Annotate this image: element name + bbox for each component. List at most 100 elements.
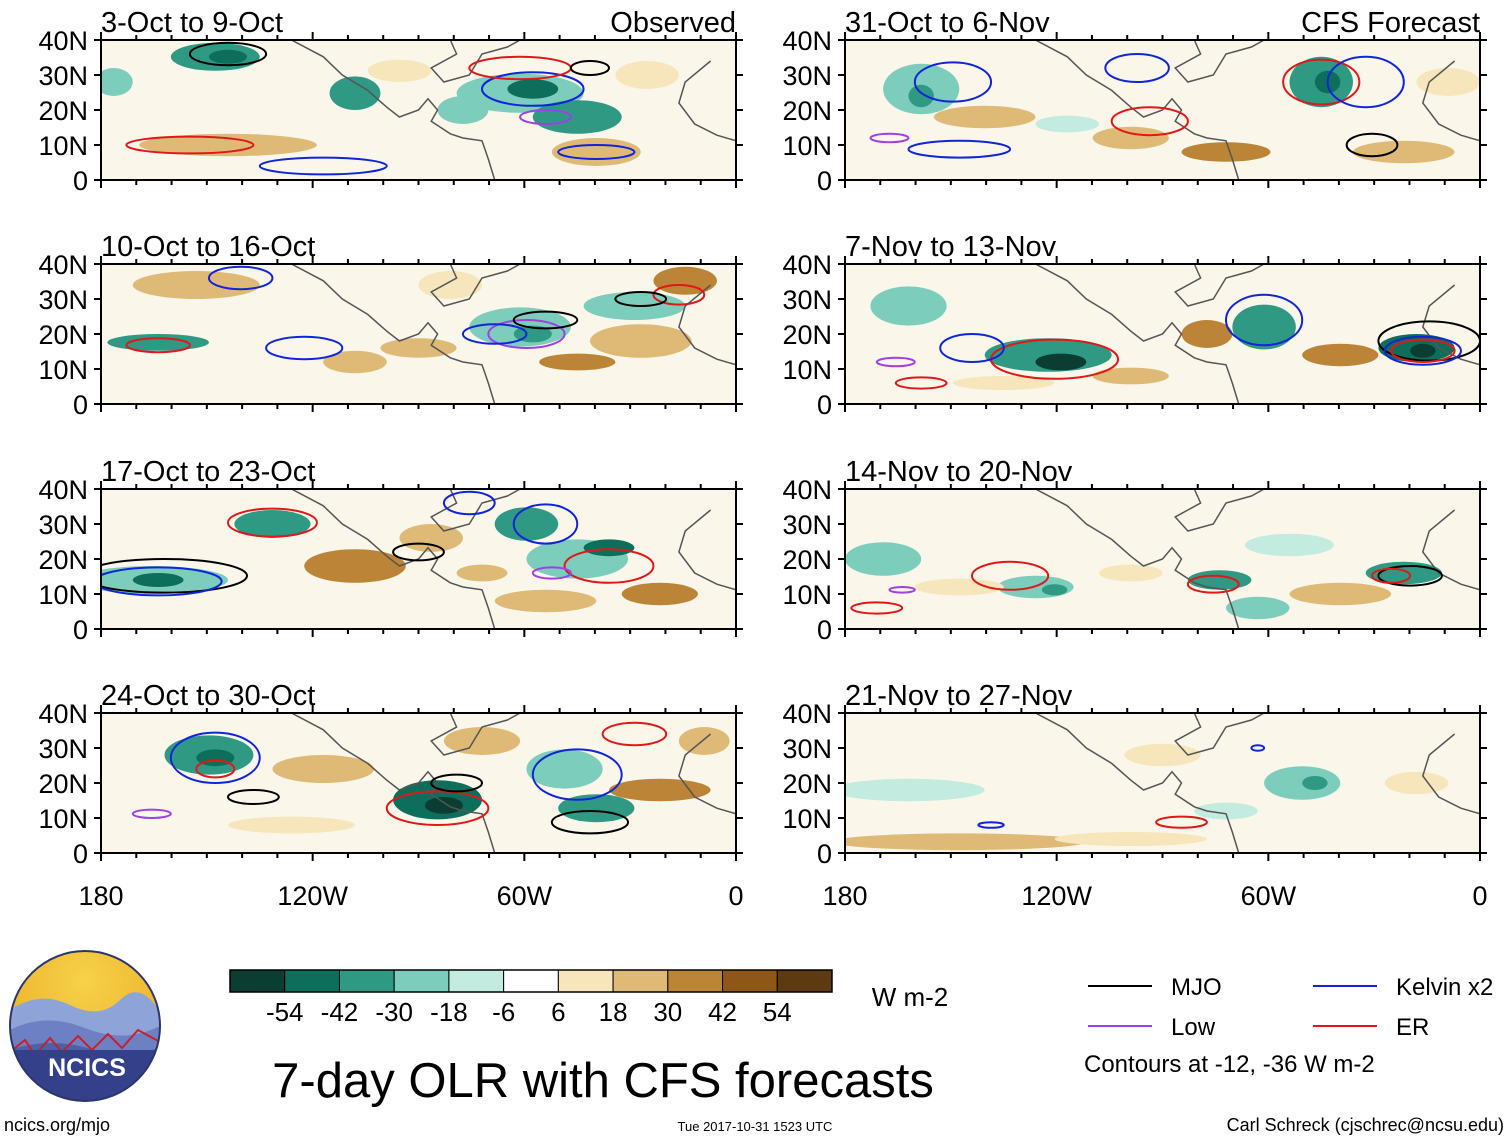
mjo-contour bbox=[101, 558, 249, 594]
colorbar-label: 30 bbox=[653, 997, 682, 1027]
olr-anomaly-blob bbox=[621, 582, 698, 606]
olr-anomaly-blob bbox=[1416, 68, 1480, 96]
kelvin-x2-contour bbox=[101, 566, 223, 597]
low-contour bbox=[888, 586, 916, 594]
er-contour bbox=[1110, 106, 1189, 137]
x-tick-label: 120W bbox=[277, 881, 348, 911]
x-tick-label: 0 bbox=[728, 881, 743, 911]
americas-coastline bbox=[1035, 489, 1240, 629]
colorbar-swatch bbox=[667, 969, 724, 993]
mjo-contour bbox=[188, 41, 268, 67]
panel-2: 40N 30N 20N 10N 0 10-Oct to 16-Oct bbox=[38, 231, 743, 420]
legend-label: MJO bbox=[1171, 974, 1222, 1001]
kelvin-x2-contour bbox=[1104, 53, 1170, 83]
americas-coastline bbox=[1035, 40, 1240, 180]
y-tick-label: 40N bbox=[782, 250, 832, 280]
kelvin-x2-contour bbox=[258, 156, 388, 176]
y-tick-label: 0 bbox=[817, 839, 832, 869]
kelvin-x2-contour bbox=[939, 333, 1005, 363]
olr-anomaly-blob bbox=[1302, 343, 1379, 367]
olr-anomaly-blob bbox=[1187, 570, 1252, 590]
low-contour bbox=[131, 808, 172, 819]
olr-anomaly-blob bbox=[539, 353, 616, 371]
mjo-contour bbox=[614, 291, 668, 307]
africa-coastline bbox=[678, 60, 736, 142]
x-tick-label: 60W bbox=[497, 881, 553, 911]
olr-anomaly-blob bbox=[1410, 343, 1436, 358]
colorbar-label: -6 bbox=[492, 997, 515, 1027]
panel-title: 17-Oct to 23-Oct bbox=[101, 456, 315, 488]
colorbar-swatch bbox=[338, 969, 395, 993]
panel-4: 40N 30N 20N 10N 0 24-Oct to 30-Oct 180 120W 60W 0 bbox=[38, 680, 743, 911]
y-tick-label: 10N bbox=[38, 131, 88, 161]
olr-anomaly-blob bbox=[329, 76, 381, 110]
olr-anomaly-blob bbox=[526, 749, 603, 789]
olr-anomaly-blob bbox=[1099, 564, 1163, 582]
olr-anomaly-blob bbox=[494, 589, 597, 613]
colorbar-swatch bbox=[612, 969, 669, 993]
mjo-contour bbox=[1345, 132, 1399, 158]
olr-anomaly-blob bbox=[1092, 126, 1169, 150]
olr-anomaly-blob bbox=[380, 338, 457, 358]
panel-field bbox=[845, 489, 1480, 629]
colorbar-swatch bbox=[776, 969, 833, 993]
y-tick-label: 20N bbox=[782, 769, 832, 799]
olr-anomaly-blob bbox=[1035, 115, 1099, 133]
y-tick-label: 20N bbox=[782, 320, 832, 350]
olr-anomaly-blob bbox=[845, 778, 985, 802]
olr-anomaly-blob bbox=[304, 549, 406, 583]
kelvin-x2-contour bbox=[169, 731, 261, 784]
colorbar-swatch bbox=[393, 969, 450, 993]
er-contour bbox=[1155, 815, 1208, 829]
panel-1: 40N 30N 20N 10N 0 3-Oct to 9-Oct Observed bbox=[38, 7, 743, 196]
y-tick-label: 30N bbox=[782, 734, 832, 764]
olr-anomaly-blob bbox=[424, 797, 463, 814]
africa-coastline bbox=[1421, 509, 1480, 591]
africa-coastline bbox=[678, 284, 736, 366]
panel-field bbox=[101, 40, 736, 180]
africa-coastline bbox=[1421, 733, 1480, 815]
olr-anomaly-blob bbox=[132, 573, 184, 587]
colorbar-swatch bbox=[722, 969, 778, 993]
y-tick-label: 40N bbox=[38, 699, 88, 729]
x-tick-label: 180 bbox=[78, 881, 123, 911]
us-coastline bbox=[430, 489, 521, 532]
mjo-contour bbox=[550, 810, 630, 835]
mjo-contour bbox=[227, 789, 280, 805]
olr-anomaly-blob bbox=[1181, 142, 1271, 162]
olr-anomaly-blob bbox=[615, 61, 679, 89]
olr-anomaly-blob bbox=[1232, 304, 1296, 350]
olr-anomaly-blob bbox=[1054, 832, 1207, 846]
olr-anomaly-blob bbox=[494, 507, 559, 541]
africa-coastline bbox=[1421, 60, 1480, 142]
olr-anomaly-blob bbox=[507, 79, 559, 99]
americas-coastline bbox=[1035, 713, 1240, 853]
olr-anomaly-blob bbox=[933, 105, 1036, 129]
panel-field bbox=[101, 713, 736, 853]
low-contour bbox=[531, 566, 572, 580]
kelvin-x2-contour bbox=[977, 821, 1005, 829]
panel-8: 40N 30N 20N 10N 0 21-Nov to 27-Nov 180 120W 60W 0 bbox=[782, 680, 1487, 911]
contour-note: Contours at -12, -36 W m-2 bbox=[1084, 1051, 1375, 1078]
kelvin-x2-contour bbox=[265, 335, 344, 361]
low-contour bbox=[487, 319, 566, 349]
y-tick-label: 40N bbox=[38, 250, 88, 280]
kelvin-x2-contour bbox=[442, 490, 496, 516]
y-tick-label: 20N bbox=[38, 96, 88, 126]
y-tick-label: 0 bbox=[73, 166, 88, 196]
americas-coastline bbox=[291, 489, 496, 629]
olr-anomaly-blob bbox=[1092, 367, 1169, 385]
olr-anomaly-blob bbox=[1041, 584, 1068, 596]
panel-6: 40N 30N 20N 10N 0 7-Nov to 13-Nov bbox=[782, 231, 1487, 420]
colorbar-swatch bbox=[448, 969, 505, 993]
olr-anomaly-blob bbox=[1035, 353, 1087, 371]
colorbar-frame bbox=[229, 969, 833, 993]
panel-title: 10-Oct to 16-Oct bbox=[101, 231, 315, 263]
colorbar-swatch bbox=[284, 969, 340, 993]
er-contour bbox=[1390, 338, 1456, 363]
legend-label: Kelvin x2 bbox=[1396, 974, 1493, 1001]
mjo-contour bbox=[512, 310, 579, 330]
x-tick-label: 180 bbox=[822, 881, 867, 911]
colorbar-swatch bbox=[229, 969, 286, 993]
